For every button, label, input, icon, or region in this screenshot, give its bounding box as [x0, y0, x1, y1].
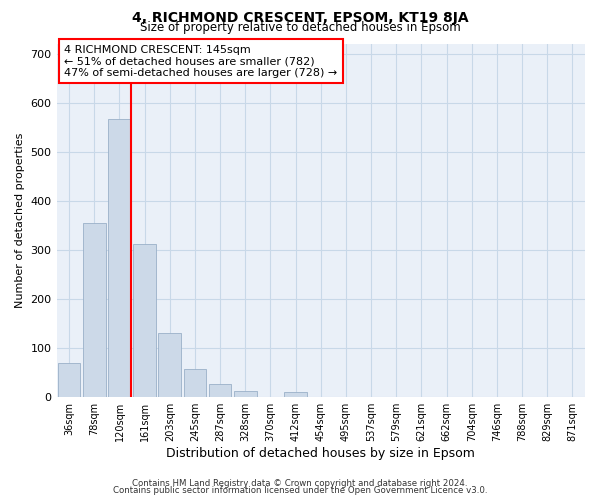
- Bar: [58, 363, 80, 397]
- Text: Size of property relative to detached houses in Epsom: Size of property relative to detached ho…: [140, 21, 460, 34]
- Bar: [83, 223, 106, 397]
- Text: Contains HM Land Registry data © Crown copyright and database right 2024.: Contains HM Land Registry data © Crown c…: [132, 478, 468, 488]
- Bar: [158, 334, 181, 397]
- Bar: [108, 118, 131, 397]
- Bar: [234, 391, 257, 397]
- Bar: [184, 369, 206, 397]
- Y-axis label: Number of detached properties: Number of detached properties: [15, 133, 25, 308]
- Text: 4, RICHMOND CRESCENT, EPSOM, KT19 8JA: 4, RICHMOND CRESCENT, EPSOM, KT19 8JA: [131, 11, 469, 25]
- Text: 4 RICHMOND CRESCENT: 145sqm
← 51% of detached houses are smaller (782)
47% of se: 4 RICHMOND CRESCENT: 145sqm ← 51% of det…: [64, 44, 338, 78]
- X-axis label: Distribution of detached houses by size in Epsom: Distribution of detached houses by size …: [166, 447, 475, 460]
- Text: Contains public sector information licensed under the Open Government Licence v3: Contains public sector information licen…: [113, 486, 487, 495]
- Bar: [133, 244, 156, 397]
- Bar: [209, 384, 232, 397]
- Bar: [284, 392, 307, 397]
